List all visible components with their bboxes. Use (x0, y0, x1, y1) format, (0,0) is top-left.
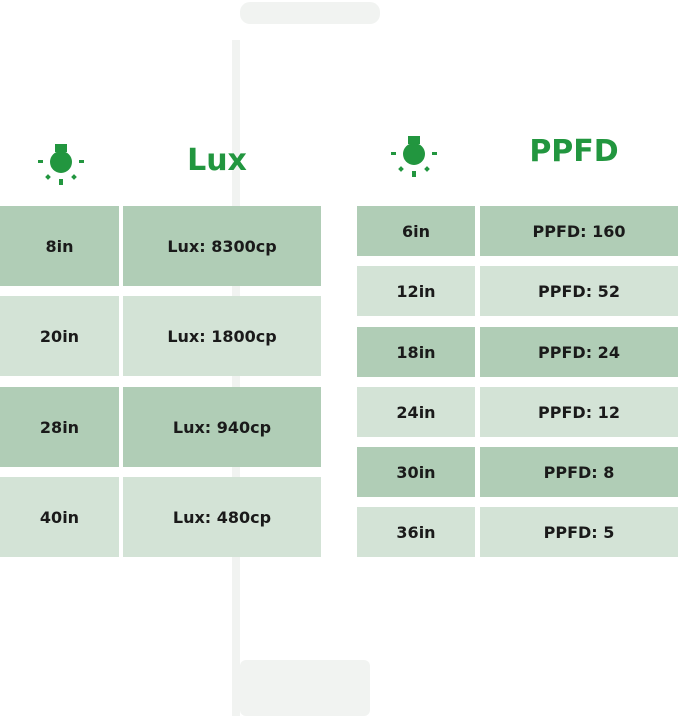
ppfd-value-cell: PPFD: 5 (480, 507, 678, 557)
ppfd-value-cell: PPFD: 160 (480, 206, 678, 256)
ppfd-value-cell: PPFD: 24 (480, 327, 678, 377)
light-bulb-icon (38, 144, 84, 185)
ppfd-value-cell: PPFD: 8 (480, 447, 678, 497)
ppfd-distance-cell: 18in (357, 327, 475, 377)
ppfd-value-cell: PPFD: 12 (480, 387, 678, 437)
lux-distance-cell: 28in (0, 387, 119, 467)
ppfd-distance-cell: 12in (357, 266, 475, 316)
ppfd-distance-cell: 6in (357, 206, 475, 256)
lux-value-cell: Lux: 8300cp (123, 206, 321, 286)
light-bulb-icon (391, 136, 437, 177)
ppfd-distance-cell: 36in (357, 507, 475, 557)
ppfd-distance-cell: 30in (357, 447, 475, 497)
lux-distance-cell: 8in (0, 206, 119, 286)
ppfd-value-cell: PPFD: 52 (480, 266, 678, 316)
lux-distance-cell: 20in (0, 296, 119, 376)
ppfd-distance-cell: 24in (357, 387, 475, 437)
lux-value-cell: Lux: 940cp (123, 387, 321, 467)
lux-distance-cell: 40in (0, 477, 119, 557)
lux-value-cell: Lux: 480cp (123, 477, 321, 557)
ppfd-title: PPFD (529, 134, 619, 169)
lux-title: Lux (187, 143, 247, 178)
lux-value-cell: Lux: 1800cp (123, 296, 321, 376)
